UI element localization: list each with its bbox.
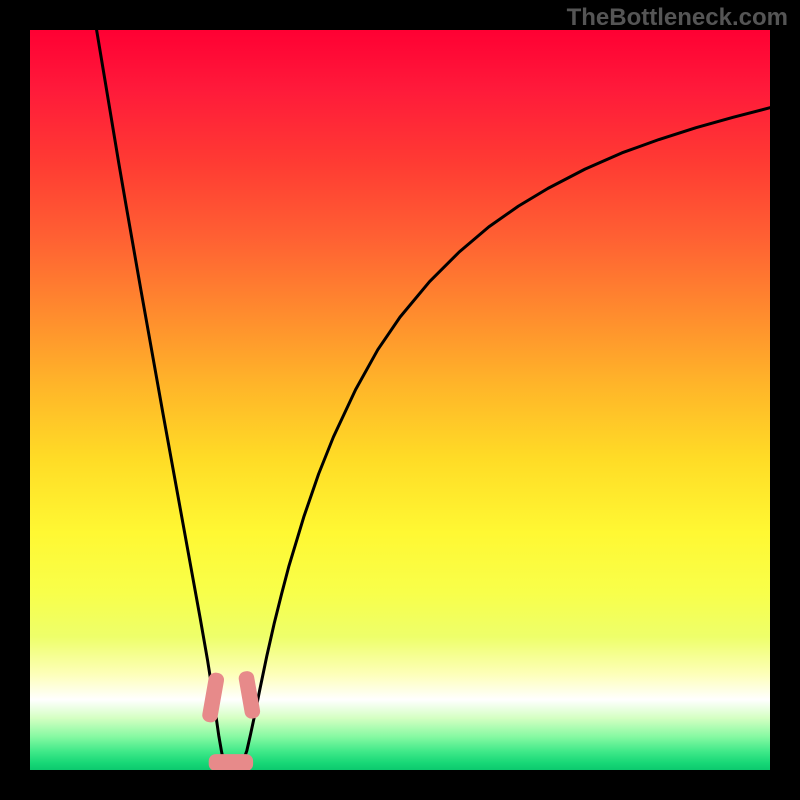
watermark-text: TheBottleneck.com	[567, 4, 788, 32]
plot-svg	[30, 30, 770, 770]
bottleneck-chart-container: TheBottleneck.com	[0, 0, 800, 800]
highlight-marker-2	[209, 754, 253, 770]
plot-area	[30, 30, 770, 770]
